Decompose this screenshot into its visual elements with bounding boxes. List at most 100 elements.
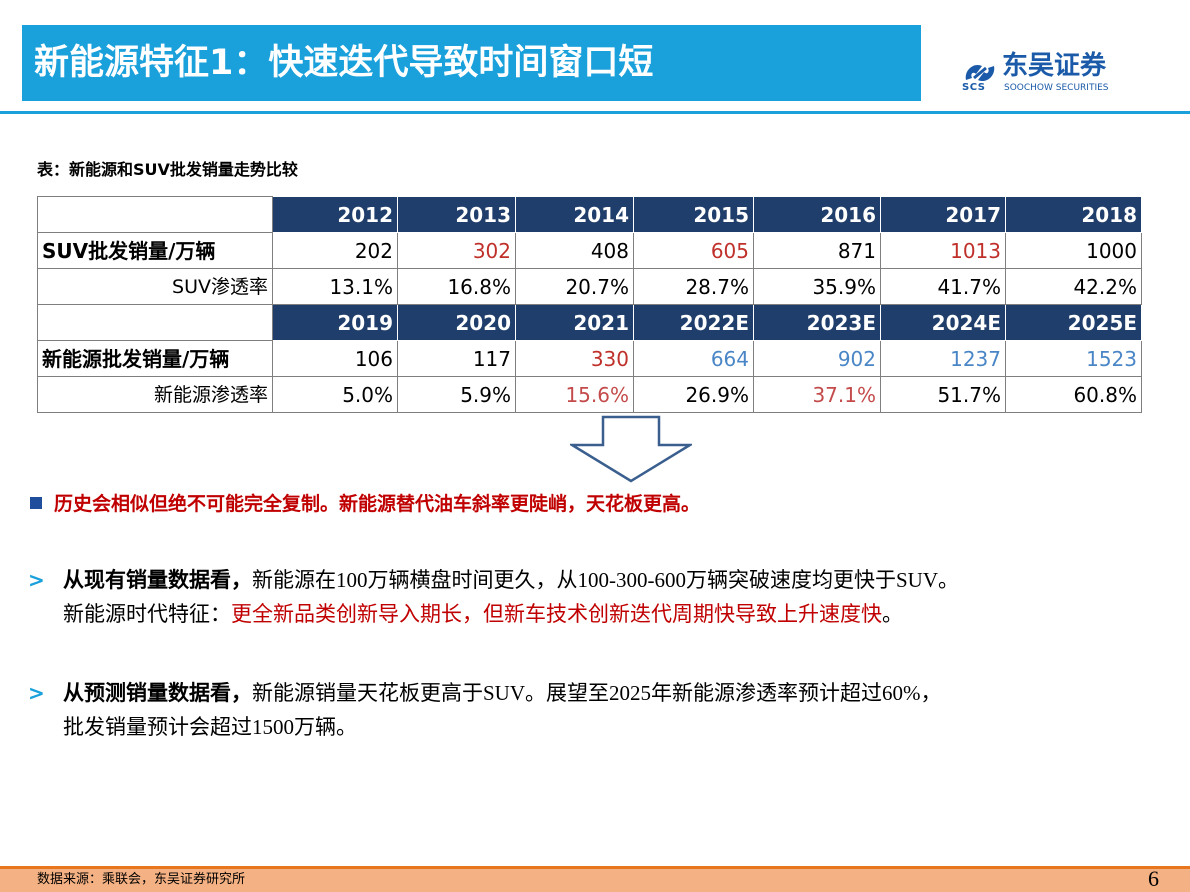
table-cell: 106 (272, 340, 398, 377)
text-run: 万辆突破速度均更快于 (686, 568, 896, 592)
table-cell: 1000 (1005, 232, 1142, 269)
table-row-suv-penetration: SUV渗透率 13.1% 16.8% 20.7% 28.7% 35.9% 41.… (37, 268, 1142, 305)
table-cell: 28.7% (633, 268, 754, 305)
data-source-note: 数据来源：乘联会，东吴证券研究所 (37, 872, 246, 887)
table-row-suv-years: 2012 2013 2014 2015 2016 2017 2018 (37, 196, 1142, 233)
table-cell: 5.9% (397, 376, 516, 413)
table-cell: 902 (753, 340, 881, 377)
text-run: 。展望至 (525, 681, 610, 705)
table-cell: 605 (633, 232, 754, 269)
table-cell: 13.1% (272, 268, 398, 305)
company-logo: 东吴证券 SCS SOOCHOW SECURITIES (962, 51, 1132, 96)
table-cell: 15.6% (515, 376, 634, 413)
table-cell: 330 (515, 340, 634, 377)
table-cell: 35.9% (753, 268, 881, 305)
year-header: 2020 (397, 304, 516, 341)
table-corner-cell (37, 196, 273, 233)
table-row-nev-sales: 新能源批发销量/万辆 106 117 330 664 902 1237 1523 (37, 340, 1142, 377)
title-bar: 新能源特征1：快速迭代导致时间窗口短 (22, 25, 921, 101)
point-1-line-2: 新能源时代特征：更全新品类创新导入期长，但新车技术创新迭代周期快导致上升速度快。 (63, 597, 959, 631)
table-cell: 26.9% (633, 376, 754, 413)
year-header: 2018 (1005, 196, 1142, 233)
page-number: 6 (1148, 866, 1159, 891)
point-lead: 从现有销量数据看， (63, 568, 252, 592)
page-title: 新能源特征1：快速迭代导致时间窗口短 (34, 43, 654, 83)
year-header: 2024E (880, 304, 1006, 341)
row-label: SUV渗透率 (37, 268, 273, 305)
table-row-suv-sales: SUV批发销量/万辆 202 302 408 605 871 1013 1000 (37, 232, 1142, 269)
table-cell: 871 (753, 232, 881, 269)
year-header: 2015 (633, 196, 754, 233)
summary-text: 历史会相似但绝不可能完全复制。新能源替代油车斜率更陡峭，天花板更高。 (54, 493, 701, 515)
table-cell: 202 (272, 232, 398, 269)
text-run: ， (920, 681, 942, 705)
table-cell: 408 (515, 232, 634, 269)
row-label: 新能源渗透率 (37, 376, 273, 413)
summary-statement: 历史会相似但绝不可能完全复制。新能源替代油车斜率更陡峭，天花板更高。 (30, 489, 700, 519)
year-header: 2016 (753, 196, 881, 233)
logo-english-name: SOOCHOW SECURITIES (1004, 83, 1109, 93)
table-cell: 1237 (880, 340, 1006, 377)
logo-abbreviation: SCS (962, 82, 986, 93)
year-header: 2019 (272, 304, 398, 341)
text-run: 。 (938, 568, 960, 592)
table-cell: 302 (397, 232, 516, 269)
text-run: 。 (882, 602, 903, 626)
text-run: 万辆横盘时间更久，从 (367, 568, 578, 592)
soochow-logo-icon (965, 64, 995, 82)
bullet-point-1: > 从现有销量数据看，新能源在100万辆横盘时间更久，从100-300-600万… (28, 563, 959, 631)
year-header: 2017 (880, 196, 1006, 233)
text-run: 万辆。 (294, 715, 357, 739)
square-bullet-icon (30, 497, 42, 509)
table-cell: 5.0% (272, 376, 398, 413)
table-cell: 41.7% (880, 268, 1006, 305)
logo-chinese-name: 东吴证券 (1002, 51, 1107, 81)
footer-bar (0, 866, 1190, 892)
year-header: 2023E (753, 304, 881, 341)
text-run: 新能源销量天花板更高于 (252, 681, 483, 705)
text-run: SUV (483, 681, 526, 705)
text-run: 新能源在 (252, 568, 336, 592)
point-2-line-2: 批发销量预计会超过1500万辆。 (63, 710, 942, 744)
row-label: 新能源批发销量/万辆 (37, 340, 273, 377)
bullet-point-2: > 从预测销量数据看，新能源销量天花板更高于SUV。展望至2025年新能源渗透率… (28, 676, 942, 744)
year-header: 2014 (515, 196, 634, 233)
text-run: SUV (896, 568, 939, 592)
table-cell: 60.8% (1005, 376, 1142, 413)
year-header: 2013 (397, 196, 516, 233)
row-label: SUV批发销量/万辆 (37, 232, 273, 269)
text-run: 100-300-600 (577, 568, 687, 592)
text-run: 批发销量预计会超过 (63, 715, 252, 739)
table-cell: 51.7% (880, 376, 1006, 413)
text-run: 100 (336, 568, 368, 592)
table-corner-cell (37, 304, 273, 341)
sales-comparison-table: 2012 2013 2014 2015 2016 2017 2018 SUV批发… (37, 196, 1142, 413)
table-cell: 20.7% (515, 268, 634, 305)
point-lead: 从预测销量数据看， (63, 681, 252, 705)
table-cell: 117 (397, 340, 516, 377)
table-row-nev-years: 2019 2020 2021 2022E 2023E 2024E 2025E (37, 304, 1142, 341)
point-2-line-1: 从预测销量数据看，新能源销量天花板更高于SUV。展望至2025年新能源渗透率预计… (63, 676, 942, 710)
table-row-nev-penetration: 新能源渗透率 5.0% 5.9% 15.6% 26.9% 37.1% 51.7%… (37, 376, 1142, 413)
text-run: 1500 (252, 715, 294, 739)
table-cell: 1013 (880, 232, 1006, 269)
chevron-bullet-icon: > (28, 568, 45, 592)
year-header: 2025E (1005, 304, 1142, 341)
chevron-bullet-icon: > (28, 681, 45, 705)
table-cell: 1523 (1005, 340, 1142, 377)
year-header: 2021 (515, 304, 634, 341)
text-run: 60% (882, 681, 921, 705)
footer-accent-strip (0, 866, 1190, 869)
text-run: 2025 (609, 681, 652, 705)
down-arrow-icon (570, 415, 692, 483)
year-header: 2022E (633, 304, 754, 341)
table-cell: 16.8% (397, 268, 516, 305)
highlight-text: 更全新品类创新导入期长，但新车技术创新迭代周期快导致上升速度快 (231, 602, 882, 626)
table-cell: 42.2% (1005, 268, 1142, 305)
text-run: 新能源时代特征： (63, 602, 231, 626)
table-caption: 表：新能源和SUV批发销量走势比较 (37, 160, 298, 179)
text-run: 年新能源渗透率预计超过 (651, 681, 883, 705)
year-header: 2012 (272, 196, 398, 233)
header-divider (0, 111, 1190, 114)
table-cell: 37.1% (753, 376, 881, 413)
